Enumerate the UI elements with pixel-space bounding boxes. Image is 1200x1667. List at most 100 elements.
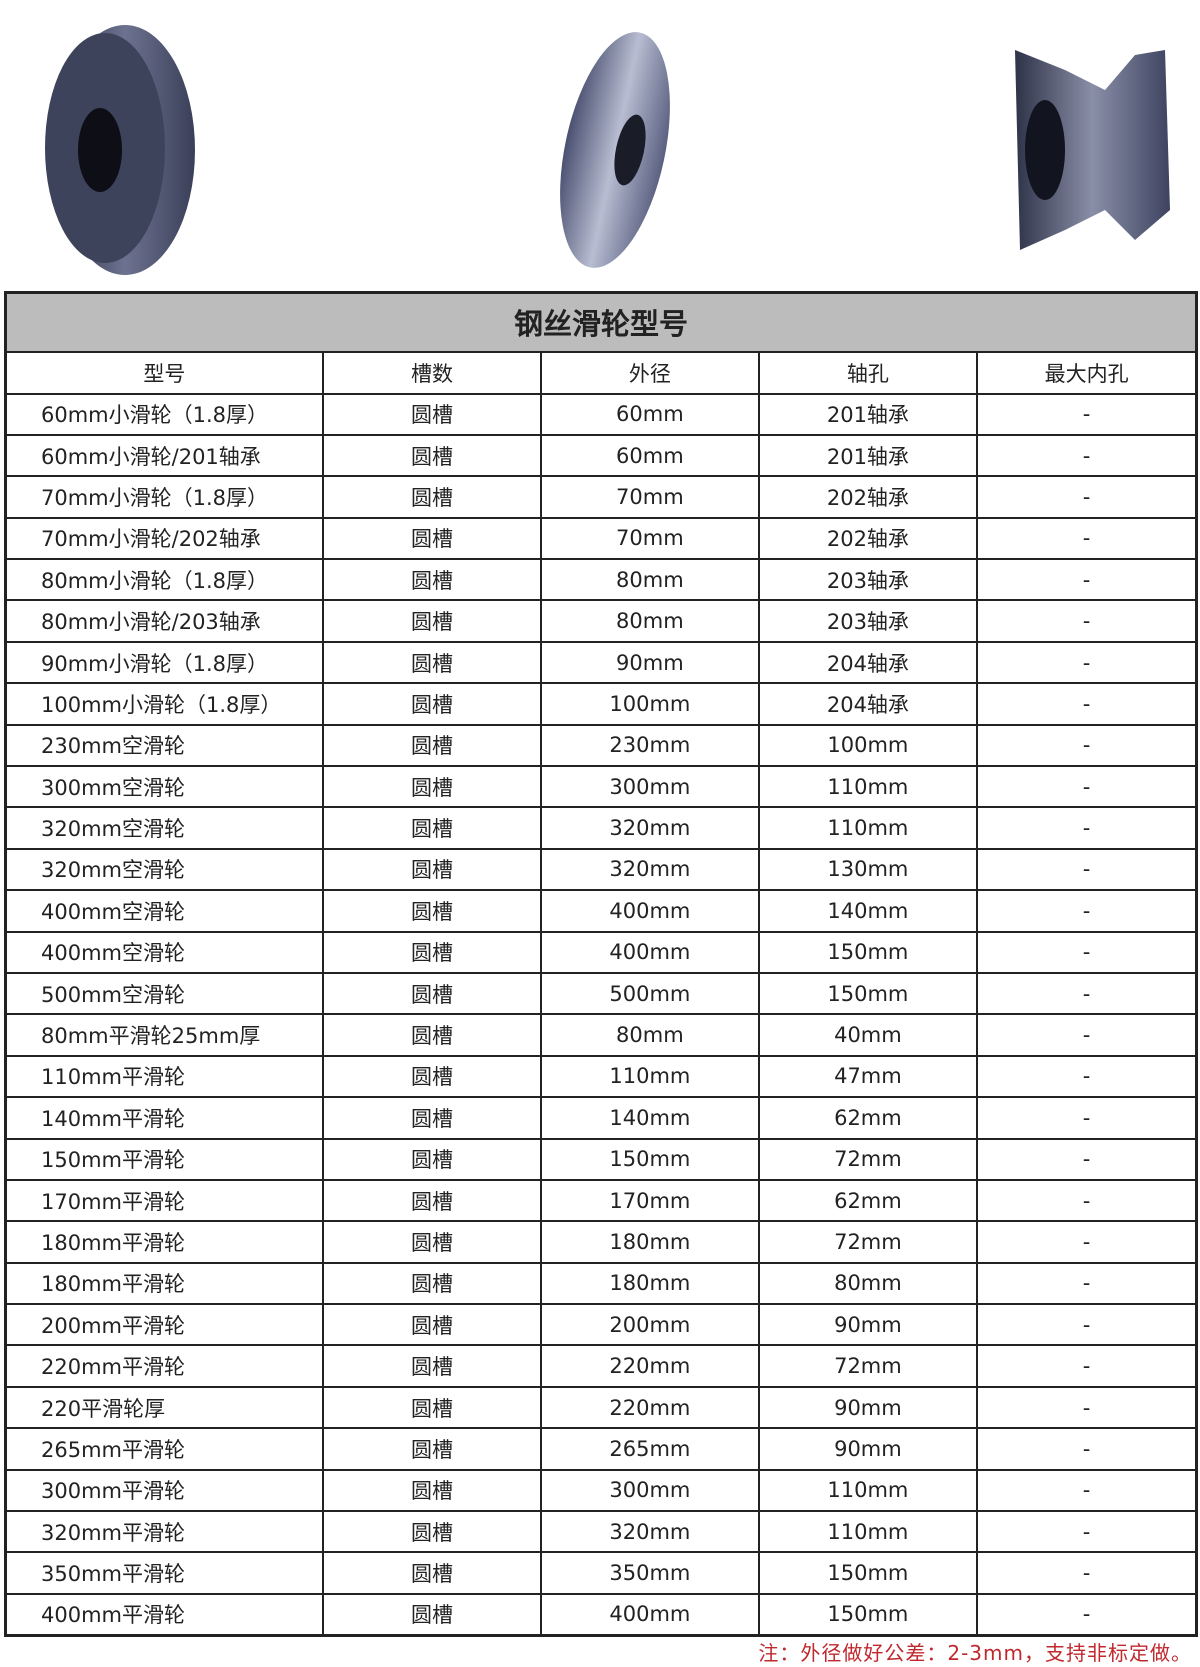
table-cell: 300mm	[540, 765, 760, 809]
table-cell: 60mm	[540, 392, 760, 436]
table-row: 400mm空滑轮 圆槽 400mm 150mm -	[4, 930, 1198, 974]
table-cell: 80mm平滑轮25mm厚	[4, 1013, 324, 1057]
table-cell: 110mm	[757, 1468, 979, 1513]
table-cell: 150mm	[757, 1551, 979, 1595]
table-cell: 265mm	[540, 1427, 760, 1471]
table-cell: 320mm平滑轮	[4, 1510, 324, 1554]
table-cell: -	[976, 516, 1198, 561]
table-cell: -	[976, 930, 1198, 974]
table-cell: 圆槽	[321, 392, 543, 436]
table-cell: 202轴承	[757, 475, 979, 519]
table-cell: 圆槽	[321, 971, 543, 1016]
table-cell: 圆槽	[321, 558, 543, 602]
table-cell: 圆槽	[321, 1344, 543, 1388]
table-cell: 70mm小滑轮/202轴承	[4, 516, 324, 561]
table-row: 70mm小滑轮（1.8厚） 圆槽 70mm 202轴承 -	[4, 475, 1198, 519]
pulley-spec-table: 钢丝滑轮型号 型号 槽数 外径 轴孔 最大内孔 60mm小滑轮（1.8厚） 圆槽 60mm 2…	[4, 291, 1198, 1637]
table-row: 400mm空滑轮 圆槽 400mm 140mm -	[4, 889, 1198, 933]
table-row: 170mm平滑轮 圆槽 170mm 62mm -	[4, 1178, 1198, 1223]
table-cell: 80mm	[757, 1261, 979, 1306]
table-cell: -	[976, 1468, 1198, 1513]
table-cell: -	[976, 889, 1198, 933]
table-cell: 40mm	[757, 1013, 979, 1057]
table-cell: 110mm	[757, 1510, 979, 1554]
table-cell: 220mm	[540, 1344, 760, 1388]
table-row: 320mm空滑轮 圆槽 320mm 130mm -	[4, 847, 1198, 892]
table-row: 150mm平滑轮 圆槽 150mm 72mm -	[4, 1137, 1198, 1181]
table-cell: 80mm	[540, 558, 760, 602]
table-cell: 300mm空滑轮	[4, 765, 324, 809]
table-cell: -	[976, 558, 1198, 602]
table-row: 220平滑轮厚 圆槽 220mm 90mm -	[4, 1385, 1198, 1430]
table-row: 80mm小滑轮（1.8厚） 圆槽 80mm 203轴承 -	[4, 558, 1198, 602]
table-row: 220mm平滑轮 圆槽 220mm 72mm -	[4, 1344, 1198, 1388]
table-cell: 110mm平滑轮	[4, 1054, 324, 1099]
table-row: 300mm平滑轮 圆槽 300mm 110mm -	[4, 1468, 1198, 1513]
table-cell: 圆槽	[321, 847, 543, 892]
table-cell: 圆槽	[321, 1261, 543, 1306]
table-cell: 150mm	[757, 971, 979, 1016]
table-row: 200mm平滑轮 圆槽 200mm 90mm -	[4, 1303, 1198, 1347]
table-cell: 90mm	[757, 1303, 979, 1347]
table-cell: -	[976, 640, 1198, 685]
table-cell: -	[976, 1592, 1198, 1637]
table-cell: 400mm平滑轮	[4, 1592, 324, 1637]
table-row: 110mm平滑轮 圆槽 110mm 47mm -	[4, 1054, 1198, 1099]
table-cell: 圆槽	[321, 889, 543, 933]
table-cell: -	[976, 1220, 1198, 1264]
table-row: 80mm小滑轮/203轴承 圆槽 80mm 203轴承 -	[4, 599, 1198, 643]
table-cell: 300mm	[540, 1468, 760, 1513]
table-cell: 140mm	[757, 889, 979, 933]
table-cell: -	[976, 1344, 1198, 1388]
table-cell: 170mm平滑轮	[4, 1178, 324, 1223]
table-row: 350mm平滑轮 圆槽 350mm 150mm -	[4, 1551, 1198, 1595]
table-cell: -	[976, 1137, 1198, 1181]
table-cell: -	[976, 1261, 1198, 1306]
table-cell: 202轴承	[757, 516, 979, 561]
table-row: 90mm小滑轮（1.8厚） 圆槽 90mm 204轴承 -	[4, 640, 1198, 685]
table-cell: 圆槽	[321, 516, 543, 561]
table-row: 400mm平滑轮 圆槽 400mm 150mm -	[4, 1592, 1198, 1637]
table-cell: -	[976, 475, 1198, 519]
table-cell: 圆槽	[321, 1054, 543, 1099]
table-cell: 圆槽	[321, 599, 543, 643]
table-cell: 110mm	[540, 1054, 760, 1099]
table-cell: -	[976, 1013, 1198, 1057]
table-cell: 100mm	[540, 682, 760, 726]
table-cell: 350mm	[540, 1551, 760, 1595]
table-row: 70mm小滑轮/202轴承 圆槽 70mm 202轴承 -	[4, 516, 1198, 561]
table-cell: -	[976, 847, 1198, 892]
table-cell: 320mm空滑轮	[4, 847, 324, 892]
column-header: 型号	[4, 350, 324, 395]
table-cell: 300mm平滑轮	[4, 1468, 324, 1513]
table-cell: 90mm	[540, 640, 760, 685]
table-cell: -	[976, 1427, 1198, 1471]
table-cell: 62mm	[757, 1096, 979, 1140]
table-cell: 90mm小滑轮（1.8厚）	[4, 640, 324, 685]
table-cell: 圆槽	[321, 806, 543, 850]
table-cell: 80mm	[540, 599, 760, 643]
table-cell: 150mm	[540, 1137, 760, 1181]
table-cell: 220mm平滑轮	[4, 1344, 324, 1388]
table-cell: 180mm	[540, 1261, 760, 1306]
table-cell: 350mm平滑轮	[4, 1551, 324, 1595]
table-cell: -	[976, 971, 1198, 1016]
tolerance-note: 注：外径做好公差：2-3mm，支持非标定做。	[758, 1641, 1192, 1665]
table-cell: 200mm	[540, 1303, 760, 1347]
table-cell: 47mm	[757, 1054, 979, 1099]
table-cell: 80mm小滑轮（1.8厚）	[4, 558, 324, 602]
table-cell: 201轴承	[757, 392, 979, 436]
table-cell: -	[976, 1054, 1198, 1099]
table-title: 钢丝滑轮型号	[4, 291, 1198, 353]
table-cell: 150mm平滑轮	[4, 1137, 324, 1181]
table-cell: -	[976, 682, 1198, 726]
table-cell: 320mm空滑轮	[4, 806, 324, 850]
table-cell: 204轴承	[757, 640, 979, 685]
table-cell: 72mm	[757, 1344, 979, 1388]
table-cell: -	[976, 433, 1198, 478]
table-cell: 60mm小滑轮（1.8厚）	[4, 392, 324, 436]
table-cell: 110mm	[757, 765, 979, 809]
table-cell: -	[976, 723, 1198, 768]
table-row: 140mm平滑轮 圆槽 140mm 62mm -	[4, 1096, 1198, 1140]
table-row: 265mm平滑轮 圆槽 265mm 90mm -	[4, 1427, 1198, 1471]
